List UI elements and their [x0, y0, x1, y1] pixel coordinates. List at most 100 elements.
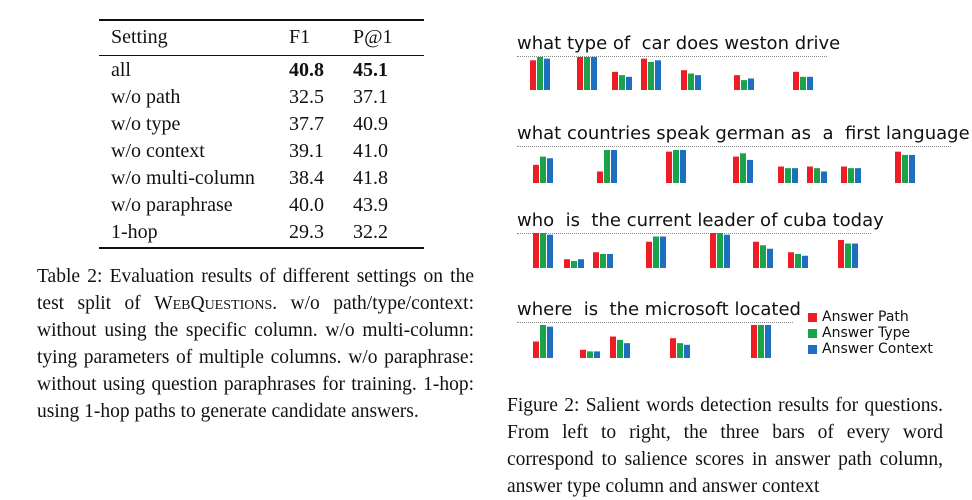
row-f1: 40.0 [289, 194, 324, 216]
bar-q3-w7-context [802, 255, 808, 268]
bar-q4-w5-path [751, 325, 757, 358]
bar-q3-w5-context [724, 234, 730, 268]
row-p-at-1: 41.0 [353, 140, 388, 162]
bar-q2-w3-context [680, 150, 686, 183]
table-caption: Table 2: Evaluation results of different… [37, 263, 474, 425]
bar-q1-w5-context [695, 75, 701, 90]
bar-q2-w4-context [747, 159, 753, 183]
bar-q1-w7-path [793, 71, 799, 90]
table-row: w/o multi-column 38.4 41.8 [99, 165, 424, 192]
legend-label: Answer Path [822, 309, 909, 325]
question-4: where is the microsoft located [517, 299, 801, 320]
row-setting: w/o paraphrase [111, 194, 233, 216]
question-3: who is the current leader of cuba today [517, 210, 884, 231]
bar-q4-w5-context [765, 325, 771, 358]
bar-q3-w1-context [547, 234, 553, 268]
legend-label: Answer Context [822, 341, 933, 357]
bar-q2-w3-type [673, 150, 679, 183]
question-3-underline [517, 233, 871, 234]
row-p-at-1: 37.1 [353, 86, 388, 108]
bar-q2-w4-path [733, 156, 739, 183]
table-row: w/o context 39.1 41.0 [99, 138, 424, 165]
bar-q2-w8-context [909, 154, 915, 183]
bar-q1-w7-context [807, 76, 813, 90]
bar-q3-w3-path [593, 252, 599, 268]
bar-q3-w7-path [788, 252, 794, 268]
row-setting: w/o context [111, 140, 205, 162]
row-p-at-1: 43.9 [353, 194, 388, 216]
bar-q3-w2-path [564, 259, 570, 268]
dataset-name: WebQuestions [154, 293, 273, 314]
bar-q4-w1-type [540, 325, 546, 358]
legend-swatch-blue [808, 345, 817, 354]
bar-q3-w5-path [710, 233, 716, 268]
bar-q1-w3-context [626, 76, 632, 90]
bar-q3-w6-path [753, 241, 759, 268]
bar-q3-w8-path [838, 240, 844, 268]
bar-q4-w3-context [624, 343, 630, 358]
table-row: all 40.8 45.1 [99, 57, 424, 84]
bar-q2-w3-path [666, 151, 672, 183]
bar-q3-w1-path [533, 233, 539, 268]
row-p-at-1: 41.8 [353, 167, 388, 189]
bar-q2-w7-type [848, 168, 854, 183]
bar-q1-w1-context [544, 58, 550, 90]
legend-item-answer-path: Answer Path [808, 309, 933, 325]
table-bottom-rule [99, 247, 424, 249]
table-caption-part2: . w/o path/type/context: without using t… [37, 293, 474, 422]
bar-q2-w8-path [895, 151, 901, 183]
bar-q3-w3-type [600, 254, 606, 268]
header-setting: Setting [111, 26, 168, 48]
bar-q4-w5-type [758, 325, 764, 358]
bar-q2-w1-context [547, 158, 553, 183]
row-setting: w/o type [111, 113, 181, 135]
bar-q2-w6-type [814, 168, 820, 183]
bar-q3-w7-type [795, 254, 801, 268]
row-setting: w/o multi-column [111, 167, 255, 189]
figure-caption: Figure 2: Salient words detection result… [507, 395, 943, 497]
bar-q3-w4-context [660, 236, 666, 268]
row-p-at-1: 45.1 [353, 59, 388, 81]
bar-q2-w5-type [785, 168, 791, 183]
header-p-at-1: P@1 [353, 26, 393, 48]
bar-q3-w2-type [571, 261, 577, 268]
bar-q2-w4-type [740, 153, 746, 183]
row-f1: 29.3 [289, 221, 324, 243]
bar-q1-w4-type [648, 61, 654, 90]
question-2: what countries speak german as a first l… [517, 123, 970, 144]
legend-swatch-red [808, 313, 817, 322]
table-header-rule [99, 55, 424, 56]
bar-q3-w6-type [760, 245, 766, 268]
bar-q1-w3-type [619, 75, 625, 90]
bar-q1-w5-path [681, 70, 687, 90]
legend-item-answer-type: Answer Type [808, 325, 933, 341]
bar-q2-w2-context [611, 150, 617, 183]
bar-q3-w3-context [607, 254, 613, 268]
bar-q2-w7-context [855, 168, 861, 183]
bar-q3-w1-type [540, 233, 546, 268]
table-row: w/o path 32.5 37.1 [99, 84, 424, 111]
row-f1: 40.8 [289, 59, 324, 81]
bar-q2-w1-type [540, 156, 546, 183]
bar-q1-w1-type [537, 57, 543, 90]
row-setting: all [111, 59, 131, 81]
bar-q4-w2-context [594, 351, 600, 358]
row-p-at-1: 32.2 [353, 221, 388, 243]
bar-q2-w1-path [533, 164, 539, 183]
bar-q4-w1-context [547, 326, 553, 358]
bar-q4-w2-type [587, 351, 593, 358]
bar-q3-w4-path [646, 241, 652, 268]
row-f1: 39.1 [289, 140, 324, 162]
chart-legend: Answer Path Answer Type Answer Context [808, 309, 933, 357]
bar-q4-w3-path [610, 336, 616, 358]
bar-q2-w6-context [821, 171, 827, 183]
bar-q1-w2-path [577, 57, 583, 90]
bar-q2-w2-path [597, 171, 603, 183]
bar-q1-w2-context [591, 57, 597, 90]
bar-q1-w4-context [655, 60, 661, 90]
bar-q3-w6-context [767, 248, 773, 268]
bar-q2-w6-path [807, 166, 813, 183]
row-f1: 38.4 [289, 167, 324, 189]
question-1-underline [517, 56, 827, 57]
bar-q1-w4-path [641, 58, 647, 90]
